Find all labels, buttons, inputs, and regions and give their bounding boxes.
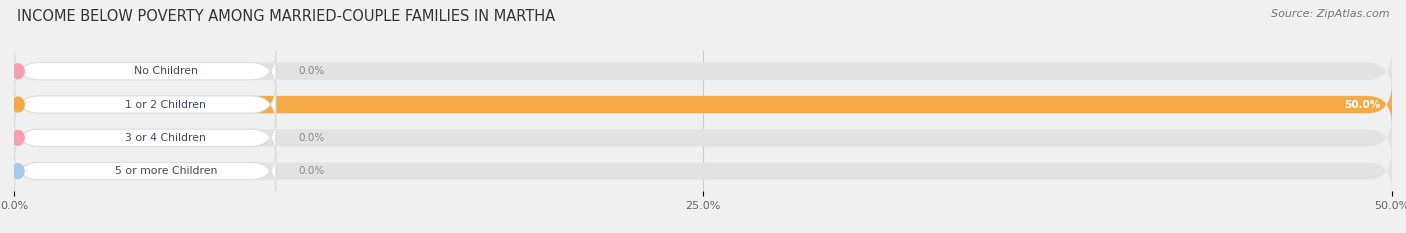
Text: Source: ZipAtlas.com: Source: ZipAtlas.com: [1271, 9, 1389, 19]
FancyBboxPatch shape: [14, 83, 1392, 126]
Circle shape: [11, 97, 24, 112]
Text: 0.0%: 0.0%: [298, 66, 325, 76]
Text: 1 or 2 Children: 1 or 2 Children: [125, 99, 207, 110]
Text: 3 or 4 Children: 3 or 4 Children: [125, 133, 207, 143]
Circle shape: [11, 130, 24, 145]
Text: 0.0%: 0.0%: [298, 133, 325, 143]
FancyBboxPatch shape: [14, 50, 276, 93]
Text: No Children: No Children: [134, 66, 198, 76]
FancyBboxPatch shape: [14, 116, 276, 159]
Text: INCOME BELOW POVERTY AMONG MARRIED-COUPLE FAMILIES IN MARTHA: INCOME BELOW POVERTY AMONG MARRIED-COUPL…: [17, 9, 555, 24]
Text: 50.0%: 50.0%: [1344, 99, 1381, 110]
Text: 0.0%: 0.0%: [298, 166, 325, 176]
FancyBboxPatch shape: [14, 116, 1392, 159]
FancyBboxPatch shape: [14, 50, 1392, 93]
FancyBboxPatch shape: [14, 83, 276, 126]
FancyBboxPatch shape: [14, 150, 1392, 192]
Text: 5 or more Children: 5 or more Children: [115, 166, 217, 176]
FancyBboxPatch shape: [14, 83, 1392, 126]
Circle shape: [11, 64, 24, 79]
Circle shape: [11, 164, 24, 178]
FancyBboxPatch shape: [14, 150, 276, 192]
